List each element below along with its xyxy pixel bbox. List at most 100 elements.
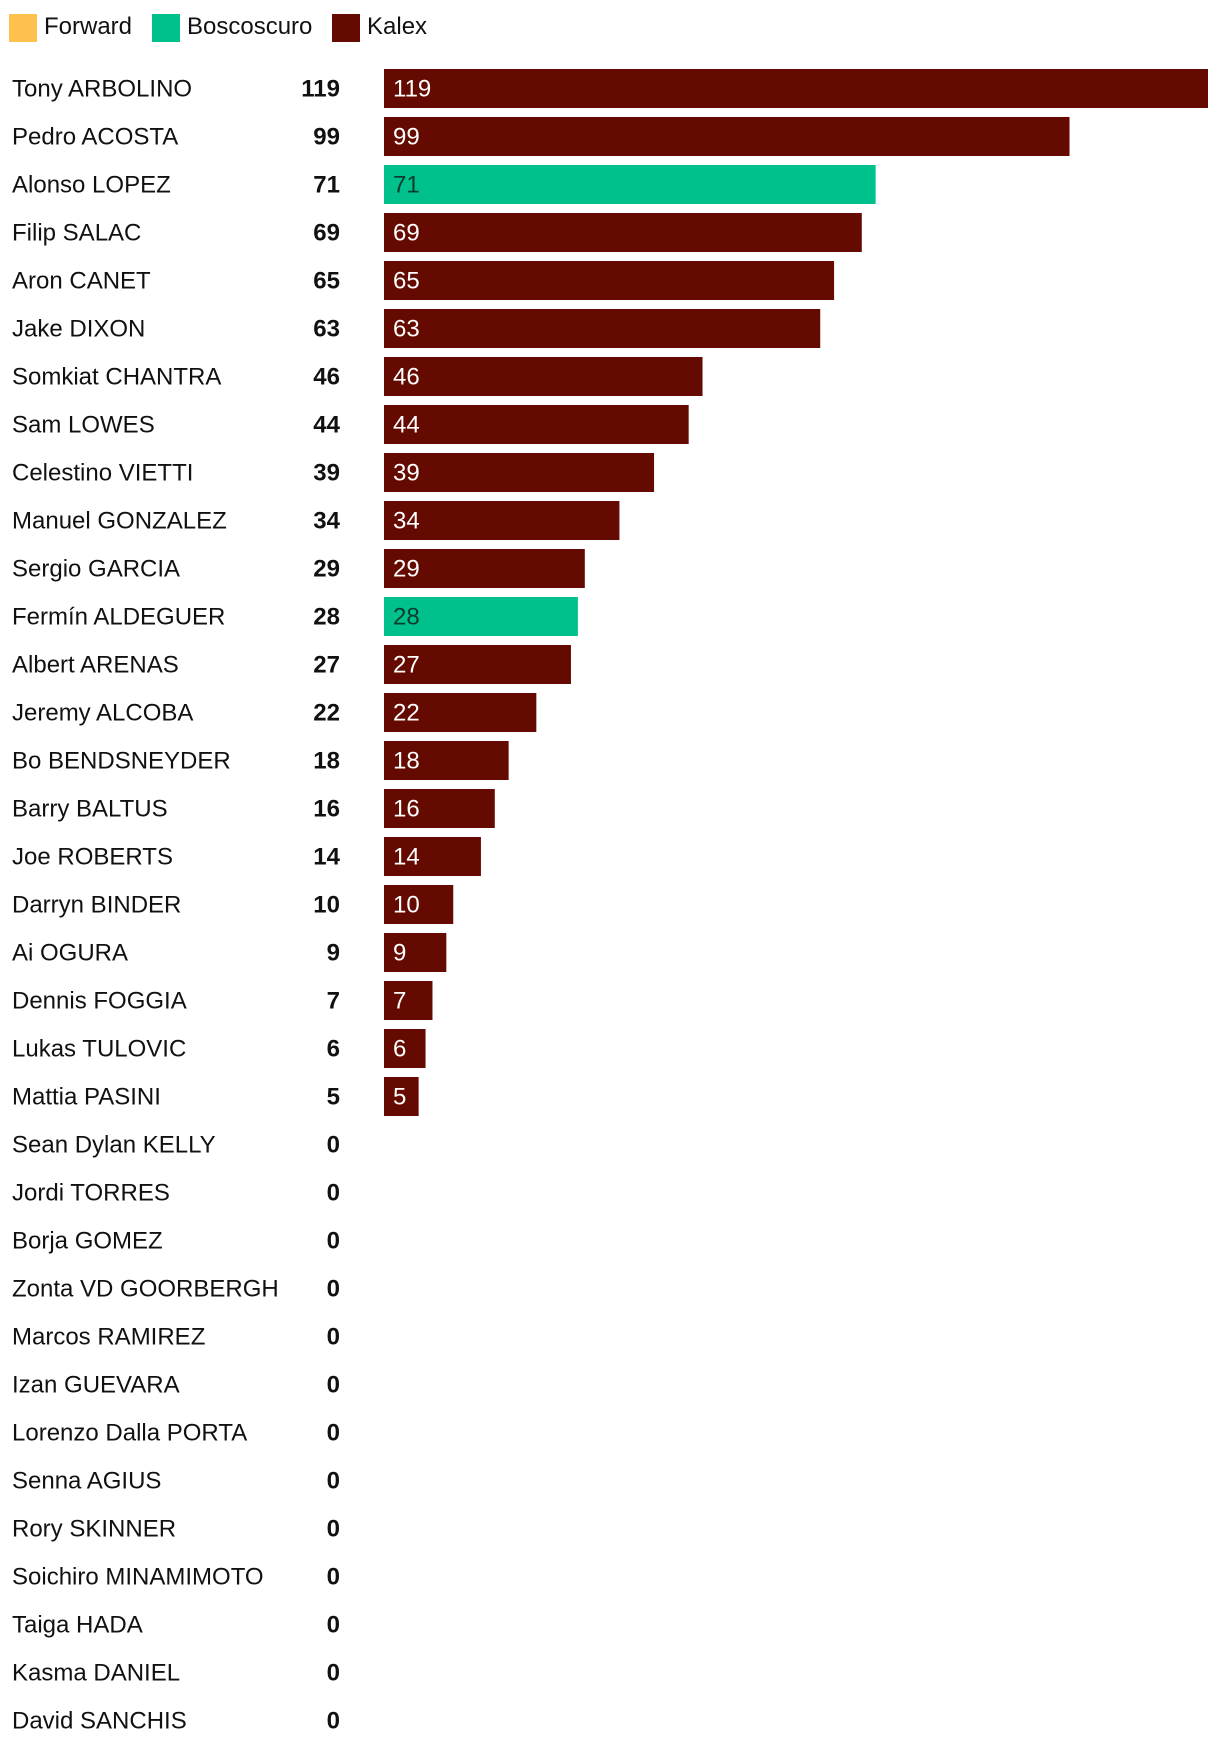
bar-value-label: 29: [393, 556, 420, 583]
rider-name: Borja GOMEZ: [12, 1228, 163, 1255]
points-value: 46: [313, 364, 340, 391]
points-value: 0: [327, 1468, 340, 1495]
bar-value-label: 28: [393, 604, 420, 631]
points-value: 44: [313, 412, 340, 439]
bar-mattia-pasini: [384, 1077, 419, 1116]
legend-label-forward: Forward: [44, 13, 132, 40]
rider-name: Lorenzo Dalla PORTA: [12, 1420, 247, 1447]
bar-value-label: 71: [393, 172, 420, 199]
rider-name: Bo BENDSNEYDER: [12, 748, 231, 775]
points-value: 119: [301, 76, 340, 103]
legend-swatch-forward: [9, 14, 37, 42]
rider-name: Lukas TULOVIC: [12, 1036, 186, 1063]
points-value: 0: [327, 1324, 340, 1351]
rider-name: Joe ROBERTS: [12, 844, 173, 871]
bar-value-label: 99: [393, 124, 420, 151]
rider-name: Jordi TORRES: [12, 1180, 170, 1207]
bar-value-label: 16: [393, 796, 420, 823]
bar-jake-dixon: [384, 309, 821, 348]
bar-lukas-tulovic: [384, 1029, 426, 1068]
rider-name: Soichiro MINAMIMOTO: [12, 1564, 264, 1591]
bar-value-label: 34: [393, 508, 420, 535]
bar-tony-arbolino: [384, 69, 1208, 108]
points-value: 9: [327, 940, 340, 967]
points-value: 0: [327, 1132, 340, 1159]
rider-name: David SANCHIS: [12, 1708, 187, 1735]
bar-value-label: 22: [393, 700, 420, 727]
rider-name: Pedro ACOSTA: [12, 124, 178, 151]
points-value: 0: [327, 1516, 340, 1543]
points-value: 0: [327, 1564, 340, 1591]
points-value: 16: [313, 796, 340, 823]
rider-name: Marcos RAMIREZ: [12, 1324, 205, 1351]
bar-value-label: 7: [393, 988, 406, 1015]
points-value: 99: [313, 124, 340, 151]
points-value: 0: [327, 1612, 340, 1639]
points-value: 69: [313, 220, 340, 247]
points-value: 0: [327, 1180, 340, 1207]
bar-value-label: 6: [393, 1036, 406, 1063]
bar-value-label: 5: [393, 1084, 406, 1111]
points-value: 27: [313, 652, 340, 679]
points-value: 28: [313, 604, 340, 631]
bar-value-label: 69: [393, 220, 420, 247]
rider-name: Mattia PASINI: [12, 1084, 161, 1111]
points-value: 71: [313, 172, 340, 199]
bar-sam-lowes: [384, 405, 689, 444]
bar-albert-arenas: [384, 645, 571, 684]
rider-name: Aron CANET: [12, 268, 151, 295]
bar-fermin-aldeguer: [384, 597, 578, 636]
bar-value-label: 44: [393, 412, 420, 439]
bar-ai-ogura: [384, 933, 447, 972]
points-value: 0: [327, 1708, 340, 1735]
bar-jeremy-alcoba: [384, 693, 537, 732]
points-value: 0: [327, 1228, 340, 1255]
rider-name: Dennis FOGGIA: [12, 988, 187, 1015]
points-value: 5: [327, 1084, 340, 1111]
rider-name: Senna AGIUS: [12, 1468, 161, 1495]
bar-value-label: 10: [393, 892, 420, 919]
bar-dennis-foggia: [384, 981, 433, 1020]
rider-name: Somkiat CHANTRA: [12, 364, 221, 391]
bar-value-label: 27: [393, 652, 420, 679]
bar-value-label: 39: [393, 460, 420, 487]
points-value: 0: [327, 1420, 340, 1447]
rider-name: Barry BALTUS: [12, 796, 168, 823]
rider-name: Filip SALAC: [12, 220, 141, 247]
rider-name: Zonta VD GOORBERGH: [12, 1276, 279, 1303]
bar-darryn-binder: [384, 885, 454, 924]
bar-barry-baltus: [384, 789, 495, 828]
legend-swatch-kalex: [332, 14, 360, 42]
rider-name: Albert ARENAS: [12, 652, 179, 679]
rider-name: Jake DIXON: [12, 316, 145, 343]
bar-aron-canet: [384, 261, 835, 300]
rider-name: Ai OGURA: [12, 940, 128, 967]
points-value: 18: [313, 748, 340, 775]
points-value: 34: [313, 508, 340, 535]
bar-value-label: 9: [393, 940, 406, 967]
rider-name: Sergio GARCIA: [12, 556, 180, 583]
rider-name: Celestino VIETTI: [12, 460, 193, 487]
rider-name: Manuel GONZALEZ: [12, 508, 227, 535]
rider-name: Jeremy ALCOBA: [12, 700, 193, 727]
bar-bo-bendsneyder: [384, 741, 509, 780]
points-value: 0: [327, 1660, 340, 1687]
points-value: 39: [313, 460, 340, 487]
points-value: 63: [313, 316, 340, 343]
legend: Forward Boscoscuro Kalex: [9, 13, 427, 42]
points-value: 22: [313, 700, 340, 727]
rider-name: Tony ARBOLINO: [12, 76, 192, 103]
points-value: 0: [327, 1372, 340, 1399]
rider-name: Izan GUEVARA: [12, 1372, 180, 1399]
bar-value-label: 119: [393, 76, 431, 103]
bar-value-label: 14: [393, 844, 420, 871]
rider-name: Darryn BINDER: [12, 892, 181, 919]
rider-name: Alonso LOPEZ: [12, 172, 171, 199]
bar-joe-roberts: [384, 837, 481, 876]
points-value: 29: [313, 556, 340, 583]
points-value: 6: [327, 1036, 340, 1063]
legend-label-boscoscuro: Boscoscuro: [187, 13, 312, 40]
points-value: 7: [327, 988, 340, 1015]
points-value: 65: [313, 268, 340, 295]
